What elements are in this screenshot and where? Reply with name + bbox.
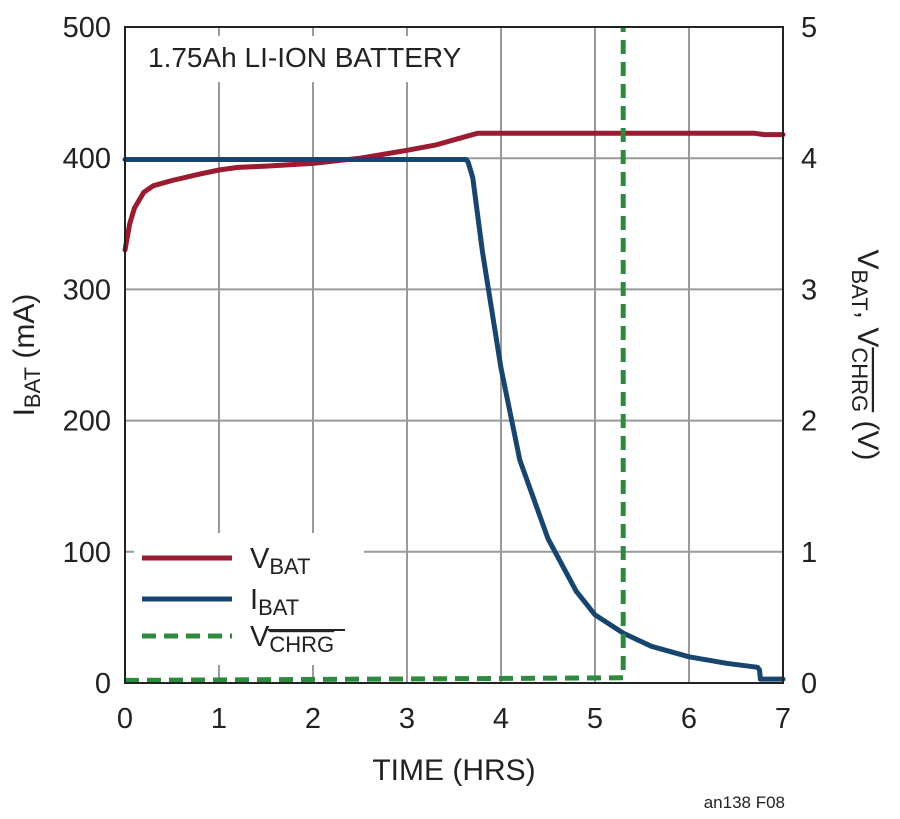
- y-right-tick-label-2: 2: [801, 406, 817, 438]
- x-tick-label-4: 4: [493, 703, 509, 735]
- y-left-tick-label-1: 100: [63, 537, 111, 569]
- x-tick-label-5: 5: [587, 703, 603, 735]
- x-tick-label-6: 6: [681, 703, 697, 735]
- title-box: [140, 36, 495, 82]
- y-right-tick-label-3: 3: [801, 274, 817, 306]
- series-line-vchrg: [124, 27, 626, 683]
- legend-entry-vchrg: VCHRG: [250, 621, 334, 657]
- y-left-tick-label-3: 300: [63, 274, 111, 306]
- y-left-tick-label-0: 0: [95, 668, 111, 700]
- figure-footnote: an138 F08: [704, 793, 785, 812]
- y-left-tick-label-4: 400: [63, 143, 111, 175]
- series-line-ibat: [122, 157, 786, 682]
- y-axis-label-right: VBAT, VCHRG (V): [847, 250, 884, 461]
- x-tick-label-3: 3: [399, 703, 415, 735]
- x-tick-label-1: 1: [211, 703, 227, 735]
- x-tick-label-7: 7: [775, 703, 791, 735]
- y-right-tick-label-5: 5: [801, 12, 817, 44]
- y-left-tick-label-5: 500: [63, 12, 111, 44]
- y-right-tick-label-0: 0: [801, 668, 817, 700]
- y-left-tick-label-2: 200: [63, 406, 111, 438]
- y-right-tick-label-1: 1: [801, 537, 817, 569]
- plot-frame: [124, 26, 784, 684]
- y-axis-label-left: IBAT (mA): [8, 294, 45, 417]
- svg-text:VBAT, VCHRG (V): VBAT, VCHRG (V): [847, 250, 884, 461]
- x-tick-label-0: 0: [117, 703, 133, 735]
- legend-entry-ibat: IBAT: [250, 584, 299, 620]
- series-layer: [122, 27, 786, 683]
- x-axis-label: TIME (HRS): [372, 754, 535, 787]
- svg-text:IBAT (mA): IBAT (mA): [8, 294, 45, 417]
- x-tick-label-2: 2: [305, 703, 321, 735]
- legend-entry-vbat: VBAT: [250, 543, 311, 579]
- legend: VBAT IBAT VCHRG: [134, 533, 364, 665]
- chart-title: 1.75Ah LI-ION BATTERY: [148, 42, 462, 73]
- y-right-tick-label-4: 4: [801, 143, 817, 175]
